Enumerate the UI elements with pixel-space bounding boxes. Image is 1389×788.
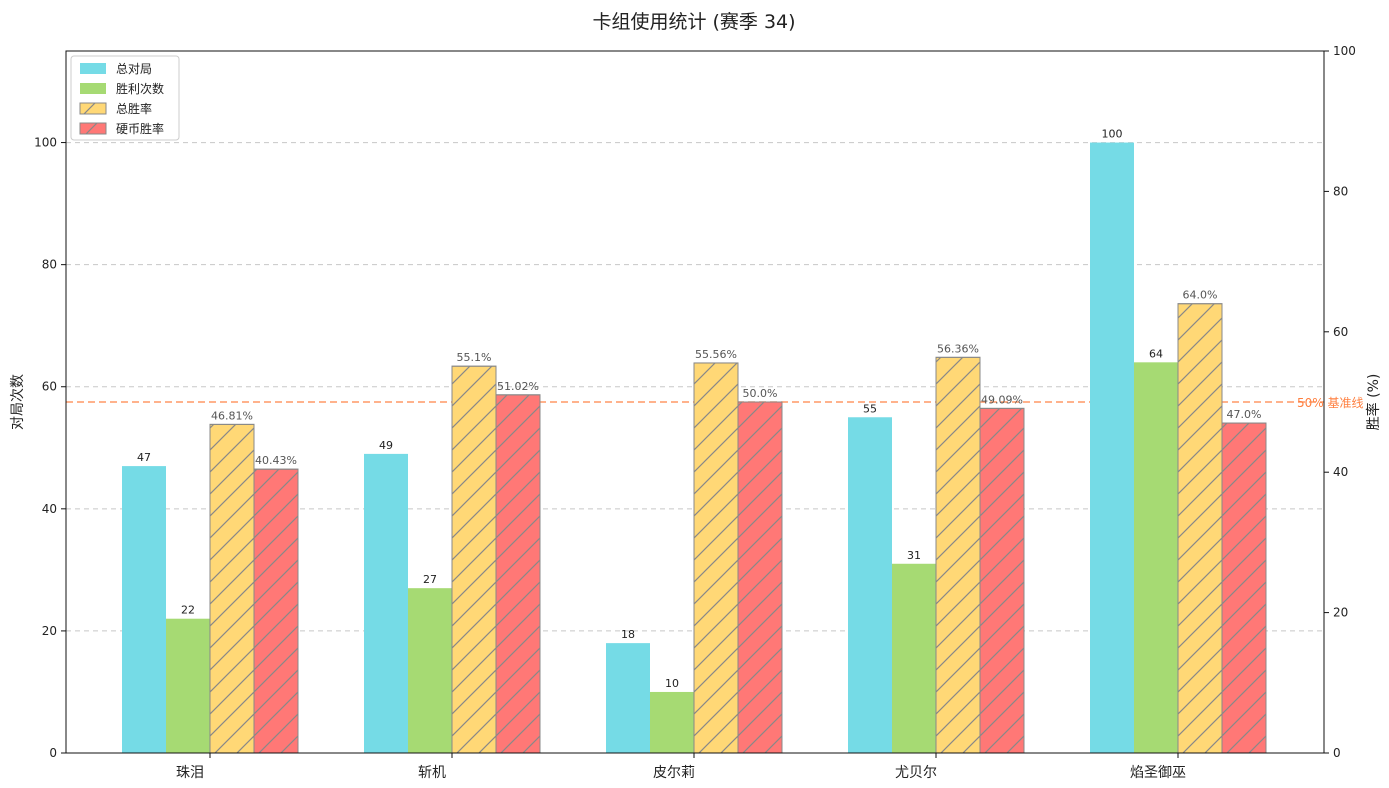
x-tick-label: 焰圣御巫 [1130,765,1186,781]
legend-label: 胜利次数 [116,81,164,96]
x-tick-label: 尤贝尔 [895,765,937,781]
legend-swatch [80,83,106,94]
bar [364,453,408,753]
value-labels: 47 49 18 55 100 22 27 10 31 64 46.81% 55.1% 55.56% 56… [137,128,1261,690]
bar [408,588,452,753]
legend-label: 硬币胜率 [116,121,164,136]
bars [122,142,1267,754]
bar-hatch [209,423,255,754]
data-label: 50.0% [743,387,778,400]
bar-hatch [1177,303,1223,754]
data-label: 22 [181,604,195,617]
baseline-label: 50% 基准线 [1297,396,1364,410]
data-label: 27 [423,573,437,586]
data-label: 49 [379,439,393,452]
legend-swatch-hatch [79,122,107,135]
bar-hatch [979,407,1025,754]
data-label: 55.1% [457,351,492,364]
data-label: 56.36% [937,342,979,355]
data-label: 40.43% [255,454,297,467]
legend-swatch-hatch [79,102,107,115]
y2-axis-title: 胜率 (%) [1365,374,1382,431]
data-label: 31 [907,549,921,562]
y2-tick-label: 100 [1333,44,1356,58]
x-tick-label: 珠泪 [176,765,204,781]
data-label: 64 [1149,347,1163,360]
chart-title: 卡组使用统计 (赛季 34) [592,11,795,33]
bar-hatch [451,365,497,754]
bar-hatch [1221,422,1267,754]
data-label: 10 [665,677,679,690]
data-label: 64.0% [1183,289,1218,302]
x-tick-label: 皮尔莉 [653,765,695,781]
legend-label: 总胜率 [116,101,152,116]
y2-tick-label: 40 [1333,465,1348,479]
data-label: 46.81% [211,409,253,422]
data-label: 18 [621,628,635,641]
bar [1134,362,1178,753]
data-label: 49.09% [981,393,1023,406]
legend-label: 总对局 [116,62,152,76]
bar [1090,142,1134,754]
axes: 0 20 40 60 80 100 0 20 40 60 80 100 珠泪 斩机 皮尔莉 尤贝尔 焰圣御巫 [34,44,1356,781]
bar [122,466,166,753]
bar-hatch [935,356,981,754]
y-tick-label: 0 [49,746,57,760]
data-label: 51.02% [497,380,539,393]
y-tick-label: 20 [42,624,57,638]
x-tick-label: 斩机 [418,765,446,781]
data-label: 100 [1102,128,1123,141]
bar-hatch [495,394,541,754]
bar [892,563,936,753]
y2-tick-label: 20 [1333,606,1348,620]
y2-tick-label: 0 [1333,746,1341,760]
legend-box [70,55,180,141]
plot-frame [65,50,1325,754]
data-label: 55 [863,402,877,415]
y-tick-label: 40 [42,502,57,516]
legend-swatch [80,63,106,74]
y2-tick-label: 80 [1333,184,1348,198]
data-label: 47 [137,451,151,464]
y-tick-label: 80 [42,258,57,272]
data-label: 47.0% [1227,408,1262,421]
y-tick-label: 100 [34,136,57,150]
bar [166,618,210,753]
bar [606,643,650,753]
bar-hatch [693,362,739,754]
bar-hatch [253,468,299,754]
bar [650,691,694,753]
bar [848,417,892,753]
y-tick-label: 60 [42,380,57,394]
y2-tick-label: 60 [1333,325,1348,339]
data-label: 55.56% [695,348,737,361]
bar-hatch [737,401,783,754]
y-axis-title: 对局次数 [10,374,26,430]
